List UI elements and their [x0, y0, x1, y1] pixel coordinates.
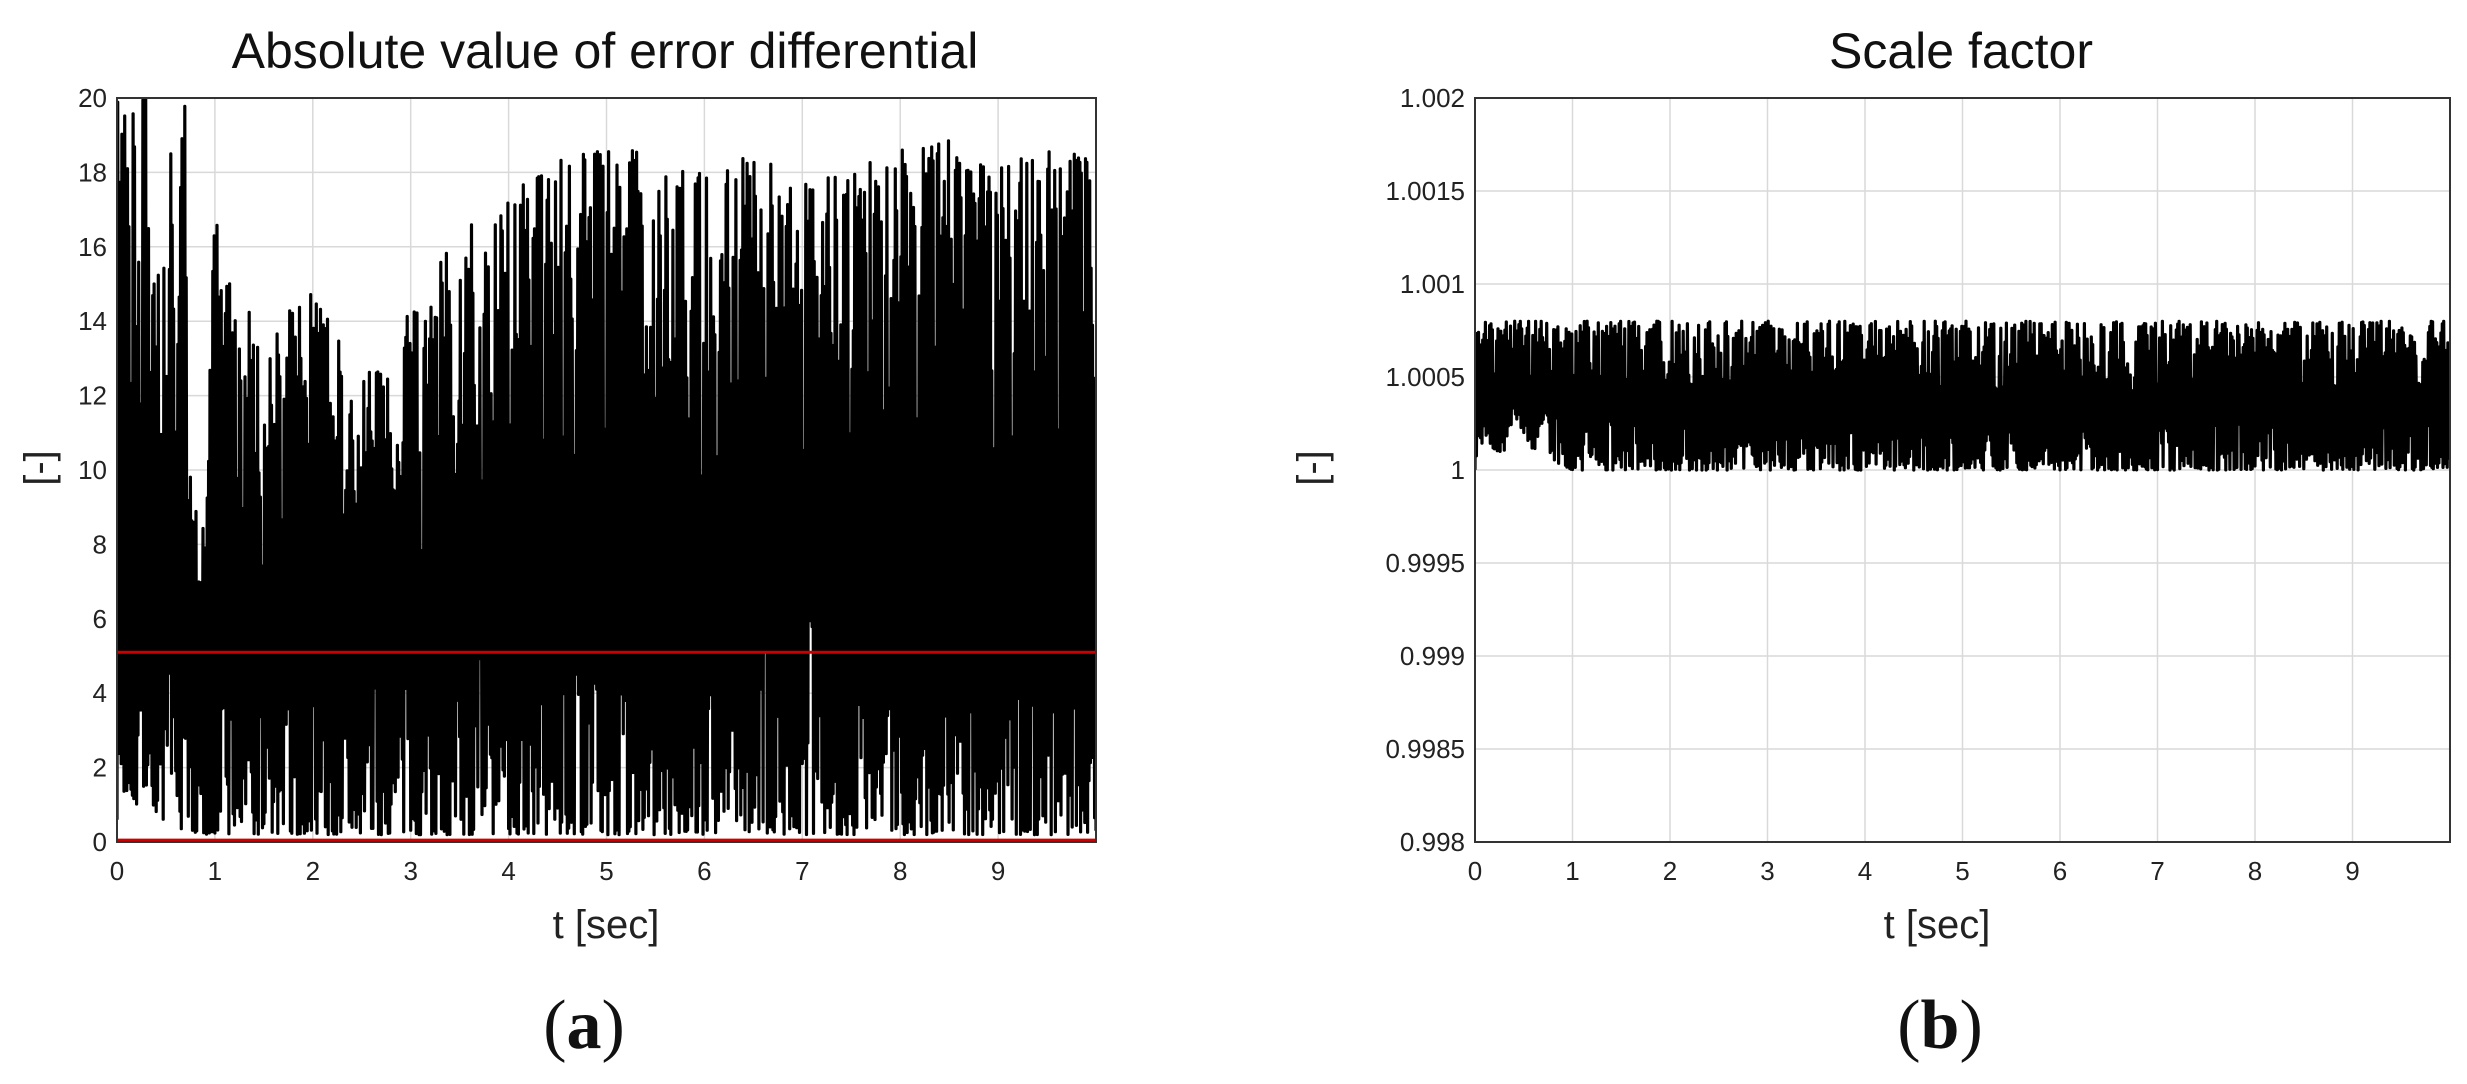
x-tick-label: 8	[893, 856, 907, 886]
x-tick-label: 9	[2345, 856, 2359, 886]
x-tick-label: 9	[991, 856, 1005, 886]
x-tick-label: 0	[1468, 856, 1482, 886]
y-tick-label: 10	[78, 455, 107, 485]
y-axis-label: [-]	[17, 450, 61, 486]
y-tick-label: 18	[78, 157, 107, 187]
x-tick-label: 2	[306, 856, 320, 886]
x-axis-label: t [sec]	[1884, 903, 1991, 947]
y-tick-label: 0.9995	[1385, 548, 1465, 578]
x-tick-label: 8	[2248, 856, 2262, 886]
y-tick-label: 20	[78, 83, 107, 113]
y-tick-label: 14	[78, 306, 107, 336]
x-tick-label: 1	[208, 856, 222, 886]
y-tick-label: 16	[78, 232, 107, 262]
panel-caption-a: (a)	[543, 987, 625, 1064]
chart-title: Absolute value of error differential	[232, 23, 979, 79]
signal-series-line	[117, 98, 1096, 837]
y-tick-label: 0.998	[1400, 827, 1465, 857]
x-axis-label: t [sec]	[553, 903, 660, 947]
x-tick-label: 1	[1565, 856, 1579, 886]
y-tick-label: 1.0005	[1385, 362, 1465, 392]
y-tick-label: 1	[1451, 455, 1465, 485]
signal-series-line	[1475, 319, 2450, 472]
y-tick-label: 1.001	[1400, 269, 1465, 299]
data-series	[1475, 319, 2450, 472]
plot-frame	[1474, 97, 2451, 843]
x-tick-label: 6	[697, 856, 711, 886]
panel-caption-b: (b)	[1897, 987, 1983, 1064]
x-tick-label: 5	[599, 856, 613, 886]
y-tick-label: 1.002	[1400, 83, 1465, 113]
x-tick-label: 3	[403, 856, 417, 886]
y-tick-label: 6	[93, 604, 107, 634]
x-tick-label: 7	[795, 856, 809, 886]
y-tick-label: 2	[93, 753, 107, 783]
chart-title: Scale factor	[1829, 23, 2093, 79]
y-tick-label: 0	[93, 827, 107, 857]
x-tick-label: 3	[1760, 856, 1774, 886]
y-tick-label: 0.999	[1400, 641, 1465, 671]
x-tick-label: 7	[2150, 856, 2164, 886]
y-tick-label: 8	[93, 529, 107, 559]
plot-frame	[116, 97, 1097, 843]
x-tick-label: 4	[1858, 856, 1872, 886]
y-tick-label: 0.9985	[1385, 734, 1465, 764]
chart-panel-b: Scale factor 0 1 2 3 4 5 6 7 8 9 0.998 0.9985 0.999 0…	[1233, 0, 2467, 1084]
x-tick-label: 2	[1663, 856, 1677, 886]
tick-labels: 0 1 2 3 4 5 6 7 8 9 0.998 0.9985 0.999 0.9995 1 1.0005 1…	[1385, 83, 2359, 886]
x-tick-label: 6	[2053, 856, 2067, 886]
y-axis-label: [-]	[1290, 450, 1334, 486]
scale-factor-chart: Scale factor 0 1 2 3 4 5 6 7 8 90.9980.99850.9990…	[1290, 23, 2451, 1064]
x-tick-label: 0	[110, 856, 124, 886]
y-tick-label: 12	[78, 381, 107, 411]
y-tick-label: 4	[93, 678, 107, 708]
data-series	[117, 98, 1096, 842]
y-tick-label: 1.0015	[1385, 176, 1465, 206]
x-tick-label: 4	[501, 856, 515, 886]
x-tick-label: 5	[1955, 856, 1969, 886]
